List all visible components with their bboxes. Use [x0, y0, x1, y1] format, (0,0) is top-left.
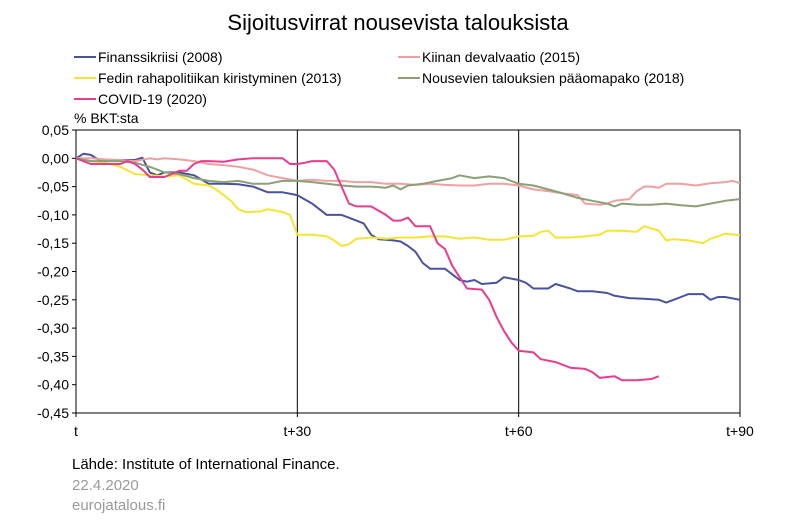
x-tick-label-0: t	[74, 423, 78, 439]
x-tick-label-1: t+30	[284, 423, 312, 439]
y-tick-label-3: -0,10	[37, 207, 69, 223]
y-tick-label-10: -0,45	[37, 405, 69, 421]
y-tick-label-9: -0,40	[37, 377, 69, 393]
series-line-4	[75, 157, 660, 382]
y-tick-label-4: -0,15	[37, 235, 69, 251]
y-tick-label-5: -0,20	[37, 264, 69, 280]
plot-area: 0,05 0,00 -0,05 -0,10 -0,15 -0,20 -0,25 -0,30 -0…	[37, 122, 754, 439]
source-note: Lähde: Institute of International Financ…	[72, 456, 340, 473]
legend-label-0: Finanssikriisi (2008)	[98, 49, 222, 65]
publication-date: 22.4.2020	[72, 477, 139, 494]
y-tick-label-7: -0,30	[37, 320, 69, 336]
legend-label-3: Nousevien talouksien pääomapako (2018)	[422, 70, 684, 86]
chart-title: Sijoitusvirrat nousevista talouksista	[227, 10, 569, 35]
series-line-1	[76, 157, 741, 206]
legend-label-2: Fedin rahapolitiikan kiristyminen (2013)	[98, 70, 342, 86]
y-tick-label-0: 0,05	[42, 122, 69, 138]
y-tick-label-8: -0,35	[37, 348, 69, 364]
series-line-3	[75, 157, 741, 208]
x-tick-label-3: t+90	[726, 423, 754, 439]
y-tick-label-2: -0,05	[37, 179, 69, 195]
series-line-2	[75, 157, 741, 247]
legend: Finanssikriisi (2008) Kiinan devalvaatio …	[74, 49, 684, 107]
y-axis-unit-label: % BKT:sta	[74, 110, 139, 126]
legend-label-1: Kiinan devalvaatio (2015)	[422, 49, 580, 65]
y-tick-label-6: -0,25	[37, 292, 69, 308]
legend-label-4: COVID-19 (2020)	[98, 91, 207, 107]
site-name: eurojatalous.fi	[72, 497, 166, 514]
y-tick-label-1: 0,00	[42, 150, 69, 166]
x-tick-label-2: t+60	[505, 423, 533, 439]
